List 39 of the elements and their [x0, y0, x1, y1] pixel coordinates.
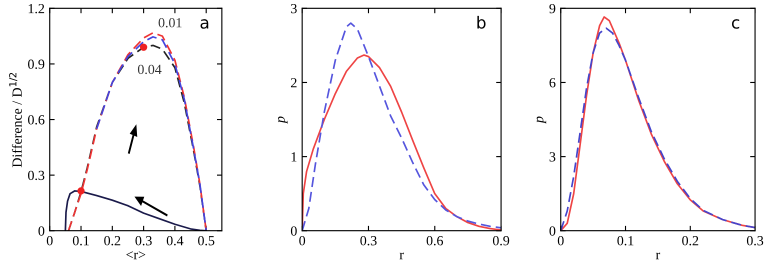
annotation: c: [732, 19, 740, 29]
y-axis-title: p: [536, 116, 546, 124]
x-tick-label: 0.2: [682, 236, 698, 246]
y-tick-label: 2: [290, 78, 297, 88]
x-tick-label: 0: [558, 236, 564, 246]
y-tick-label: 0: [290, 226, 297, 236]
annotation: 0.04: [138, 64, 162, 74]
x-tick-label: 0.3: [746, 236, 764, 246]
y-tick-label: 6: [550, 78, 556, 88]
x-tick-label: 0.9: [492, 236, 510, 246]
line-series: [96, 36, 208, 231]
y-tick-label: 0.9: [28, 60, 44, 69]
annotation: a: [200, 19, 208, 29]
x-axis-title: r: [400, 252, 404, 260]
y-tick-label: 3: [550, 152, 556, 162]
x-tick-label: 0.3: [135, 236, 152, 246]
y-axis-title: p: [278, 116, 288, 124]
y-tick-label: 1.2: [28, 4, 44, 14]
y-tick-label: 0: [38, 226, 44, 236]
x-tick-label: 0.6: [426, 236, 444, 246]
x-tick-label: 0.1: [72, 236, 89, 246]
annotation: b: [477, 16, 486, 29]
x-tick-label: 0.3: [360, 236, 377, 246]
y-axis-title: Difference / D$^{1/2}$: [9, 72, 22, 168]
y-tick-label: 0: [549, 226, 556, 236]
x-tick-label: 0.5: [198, 236, 214, 246]
y-tick-label: 1: [292, 152, 296, 162]
y-tick-label: 9: [549, 4, 556, 14]
x-tick-label: 0: [299, 236, 306, 246]
x-axis-title: <r>: [126, 251, 146, 260]
annotation: 0.01: [158, 18, 182, 28]
y-tick-label: 0.6: [28, 115, 44, 125]
x-tick-label: 0.1: [617, 236, 634, 246]
x-tick-label: 0.2: [104, 236, 120, 246]
y-tick-label: 0.3: [28, 170, 44, 180]
x-tick-label: 0: [46, 236, 53, 246]
y-tick-label: 3: [291, 4, 297, 14]
x-tick-label: 0.4: [166, 236, 184, 246]
x-axis-title: r: [656, 252, 660, 260]
